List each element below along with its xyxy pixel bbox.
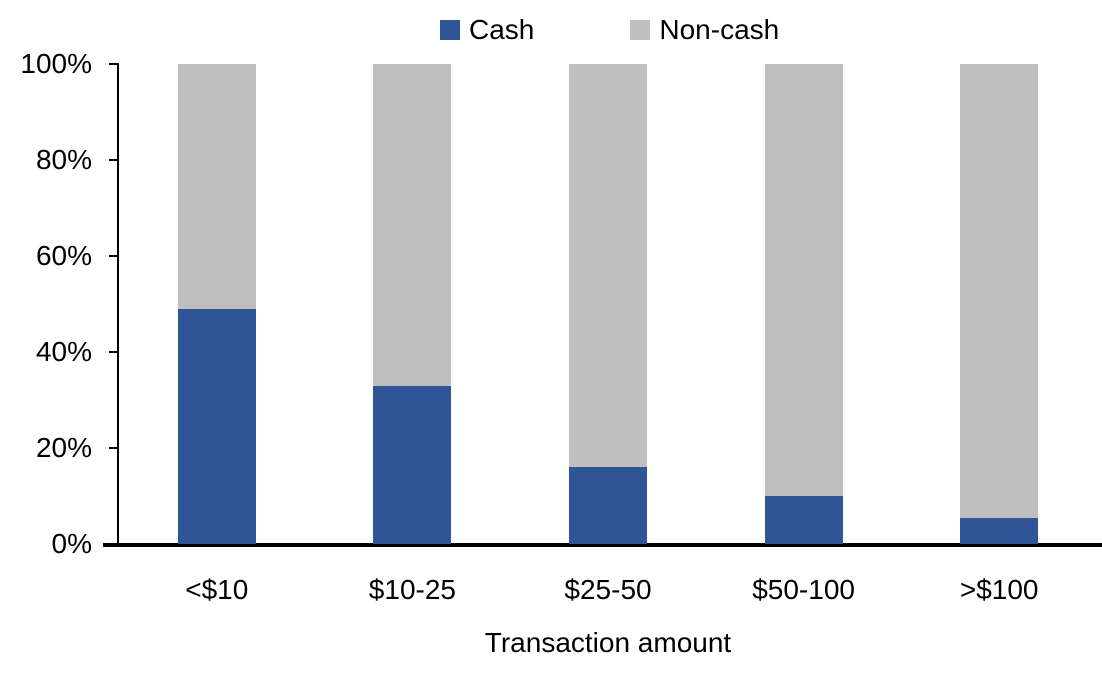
bar-segment-noncash bbox=[373, 64, 452, 386]
y-axis-tick-label: 40% bbox=[35, 336, 92, 367]
y-axis-tick-mark bbox=[109, 351, 119, 353]
noncash-series-label: Non-cash bbox=[659, 14, 780, 45]
x-axis-category-label: $10-25 bbox=[368, 574, 456, 605]
legend-item-cash: Cash bbox=[440, 15, 534, 45]
y-axis-tick-mark bbox=[109, 255, 119, 257]
y-axis-tick-mark bbox=[109, 543, 119, 545]
x-axis-category-label: <$10 bbox=[185, 574, 249, 605]
cash-series-label: Cash bbox=[469, 14, 535, 45]
bar-segment-noncash bbox=[960, 64, 1039, 518]
y-axis-tick-label: 0% bbox=[51, 528, 92, 559]
bar-segment-cash bbox=[177, 308, 256, 544]
y-axis-line bbox=[117, 64, 119, 545]
x-axis-title: Transaction amount bbox=[484, 627, 732, 658]
y-axis-tick-mark bbox=[109, 63, 119, 65]
x-axis-category-label: $25-50 bbox=[564, 574, 652, 605]
bar-segment-cash bbox=[764, 496, 843, 544]
y-axis-tick-label: 20% bbox=[35, 432, 92, 463]
chart-legend: Cash Non-cash bbox=[440, 15, 779, 45]
y-axis-tick-mark bbox=[109, 159, 119, 161]
bar-segment-noncash bbox=[569, 64, 647, 468]
bar-segment-cash bbox=[373, 385, 452, 544]
legend-item-noncash: Non-cash bbox=[630, 15, 779, 45]
noncash-series-swatch-icon bbox=[630, 20, 651, 40]
y-axis-tick-label: 60% bbox=[35, 240, 92, 271]
y-axis-tick-mark bbox=[109, 447, 119, 449]
y-axis-tick-label: 80% bbox=[35, 144, 92, 175]
bar-segment-noncash bbox=[177, 64, 256, 309]
bar-segment-noncash bbox=[764, 64, 843, 496]
y-axis-tick-label: 100% bbox=[20, 48, 92, 79]
bar-segment-cash bbox=[960, 517, 1039, 544]
cash-series-swatch-icon bbox=[440, 20, 460, 40]
x-axis-category-label: $50-100 bbox=[752, 574, 855, 605]
x-axis-line bbox=[103, 543, 1102, 547]
x-axis-category-label: >$100 bbox=[959, 574, 1039, 605]
bar-segment-cash bbox=[569, 467, 647, 544]
